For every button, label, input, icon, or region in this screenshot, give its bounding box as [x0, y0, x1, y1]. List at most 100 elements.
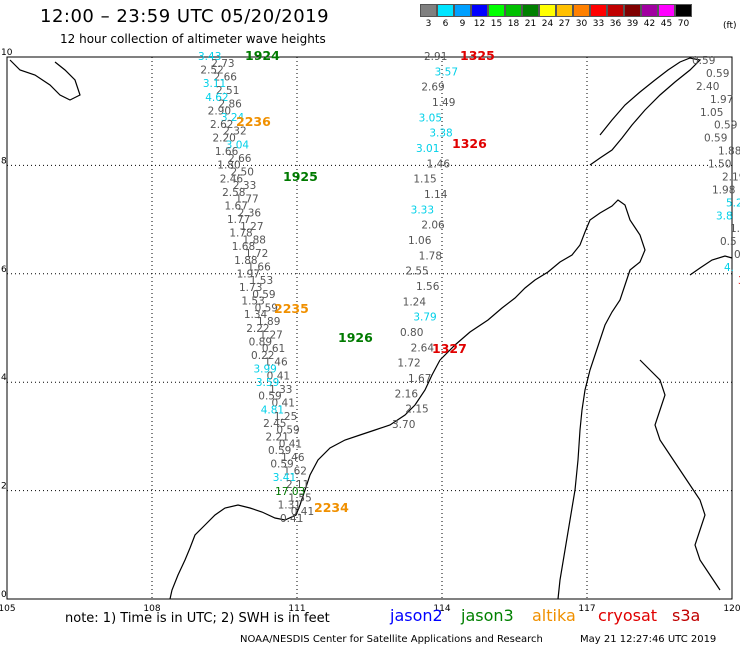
- pass-time-label: 1925: [283, 169, 318, 184]
- swh-value-track-b: 3.38: [429, 128, 452, 140]
- longitude-tick-label: 120: [723, 604, 740, 614]
- pass-time-label: 1326: [452, 136, 487, 151]
- swh-value-track-b: 3.57: [435, 66, 458, 78]
- swh-value-track-c: 0.59: [692, 55, 715, 67]
- legend-label: 21: [524, 19, 537, 29]
- pass-time-label: 2235: [274, 301, 309, 316]
- legend-swatch: [522, 4, 539, 17]
- swh-value-track-a: 0.41: [272, 398, 295, 410]
- swh-value-track-a: 1.66: [247, 262, 271, 274]
- swh-value-track-c: 0.59: [704, 133, 727, 145]
- swh-value-track-c: 0.59: [706, 68, 729, 80]
- swh-value-track-c: 3.8: [716, 210, 733, 222]
- legend-bin: 30: [573, 4, 590, 29]
- swh-value-track-c: 2.40: [696, 81, 719, 93]
- legend-bin: 15: [488, 4, 505, 29]
- coastline-mindanao: [689, 255, 733, 276]
- legend-bin: 21: [522, 4, 539, 29]
- swh-value-track-a: 2.36: [238, 207, 262, 219]
- latitude-tick-label: 6: [1, 265, 7, 275]
- swh-value-track-a: 1.31: [278, 499, 301, 511]
- swh-value-track-a: 0.41: [291, 506, 314, 518]
- swh-value-track-a: 1.97: [237, 268, 260, 280]
- swh-value-track-b: 1.56: [416, 281, 440, 293]
- coastline-borneo-north: [439, 199, 646, 600]
- swh-value-track-a: 0.59: [252, 289, 275, 301]
- swh-value-track-c: 0.59: [714, 120, 737, 132]
- swh-value-track-a: 2.52: [200, 65, 223, 77]
- legend-label: 42: [643, 19, 656, 29]
- swh-value-track-a: 1.68: [232, 241, 255, 253]
- swh-value-track-a: 1.88: [234, 255, 257, 267]
- legend-label: 12: [473, 19, 486, 29]
- legend-bin: 42: [641, 4, 658, 29]
- swh-value-track-a: 2.86: [218, 99, 242, 111]
- swh-value-track-b: 3.05: [419, 112, 442, 124]
- legend-bin: 70: [675, 4, 692, 29]
- swh-value-track-a: 2.73: [211, 58, 234, 70]
- swh-value-track-c: 1.97: [710, 94, 733, 106]
- swh-value-track-b: 3.70: [392, 419, 415, 431]
- swh-value-track-a: 2.45: [263, 418, 286, 430]
- coastline-vietnam: [9, 59, 81, 101]
- swh-value-track-a: 1.77: [227, 214, 250, 226]
- longitude-tick-label: 114: [433, 604, 450, 614]
- map-subtitle: 12 hour collection of altimeter wave hei…: [60, 32, 326, 46]
- legend-swatch: [556, 4, 573, 17]
- swh-value-track-b: 1.49: [432, 97, 455, 109]
- swh-value-track-a: 1.89: [257, 316, 280, 328]
- legend-bin: 18: [505, 4, 522, 29]
- swh-value-track-b: 2.16: [395, 388, 419, 400]
- legend-bin: 24: [539, 4, 556, 29]
- legend-swatch: [454, 4, 471, 17]
- swh-value-track-c: 1.50: [708, 159, 731, 171]
- legend-bin: 27: [556, 4, 573, 29]
- swh-value-track-b: 2.55: [405, 266, 428, 278]
- legend-swatch: [573, 4, 590, 17]
- swh-value-track-b: 1.06: [408, 235, 432, 247]
- legend-bin: 39: [624, 4, 641, 29]
- swh-value-track-b: 1.78: [419, 250, 442, 262]
- swh-value-track-c: 2.19: [722, 171, 740, 183]
- legend-swatch: [505, 4, 522, 17]
- swh-value-track-a: 1.72: [245, 248, 268, 260]
- swh-value-track-b: 1.67: [408, 373, 431, 385]
- legend-bin: 36: [607, 4, 624, 29]
- legend-label: 18: [507, 19, 520, 29]
- swh-value-track-c: 5.22: [726, 197, 740, 209]
- swh-value-track-a: 1.34: [244, 309, 268, 321]
- graticule: [6, 56, 733, 600]
- swh-value-track-c: 1.88: [718, 146, 740, 158]
- generation-timestamp: May 21 12:27:46 UTC 2019: [580, 634, 717, 645]
- legend-swatch: [437, 4, 454, 17]
- swh-value-track-a: 1.66: [215, 146, 239, 158]
- swh-value-track-a: 2.20: [212, 133, 235, 145]
- pass-time-label: 1325: [460, 48, 495, 63]
- swh-value-track-a: 2.58: [222, 187, 245, 199]
- longitude-tick-label: 105: [0, 604, 16, 614]
- swh-value-track-a: 2.51: [216, 85, 239, 97]
- swh-value-track-a: 0.59: [276, 425, 299, 437]
- longitude-tick-label: 111: [288, 604, 305, 614]
- legend-swatch: [641, 4, 658, 17]
- pass-time-label: 1924: [245, 48, 280, 63]
- swh-value-track-a: 3.11: [203, 78, 226, 90]
- swh-value-track-c: 4.: [724, 262, 734, 274]
- swh-value-track-a: 0.41: [279, 438, 302, 450]
- swh-value-track-b: 3.79: [413, 312, 436, 324]
- swh-value-track-a: 2.62: [210, 119, 233, 131]
- swh-value-track-a: 1.77: [235, 194, 258, 206]
- coastline-borneo-west: [169, 359, 441, 600]
- swh-value-track-a: 1.73: [239, 282, 262, 294]
- swh-value-track-a: 0.59: [268, 445, 291, 457]
- legend-bin: 12: [471, 4, 488, 29]
- swh-value-track-a: 3.59: [256, 377, 279, 389]
- legend-label: 30: [575, 19, 588, 29]
- swh-value-track-b: 2.69: [421, 82, 444, 94]
- swh-value-track-b: 2.91: [424, 51, 447, 63]
- swh-value-track-c: 1.98: [712, 184, 735, 196]
- swh-value-track-a: 1.53: [241, 296, 264, 308]
- pass-time-label: 1926: [338, 330, 373, 345]
